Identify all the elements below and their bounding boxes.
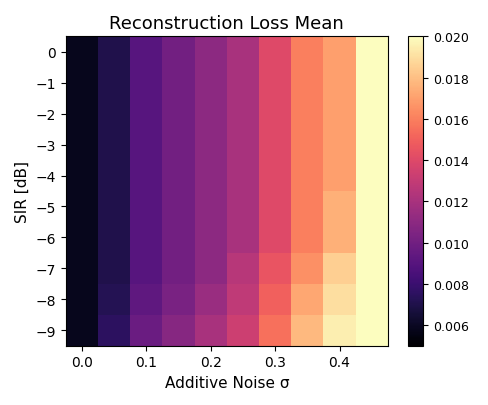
X-axis label: Additive Noise σ: Additive Noise σ <box>164 375 289 390</box>
Title: Reconstruction Loss Mean: Reconstruction Loss Mean <box>109 15 344 33</box>
Y-axis label: SIR [dB]: SIR [dB] <box>15 161 30 222</box>
